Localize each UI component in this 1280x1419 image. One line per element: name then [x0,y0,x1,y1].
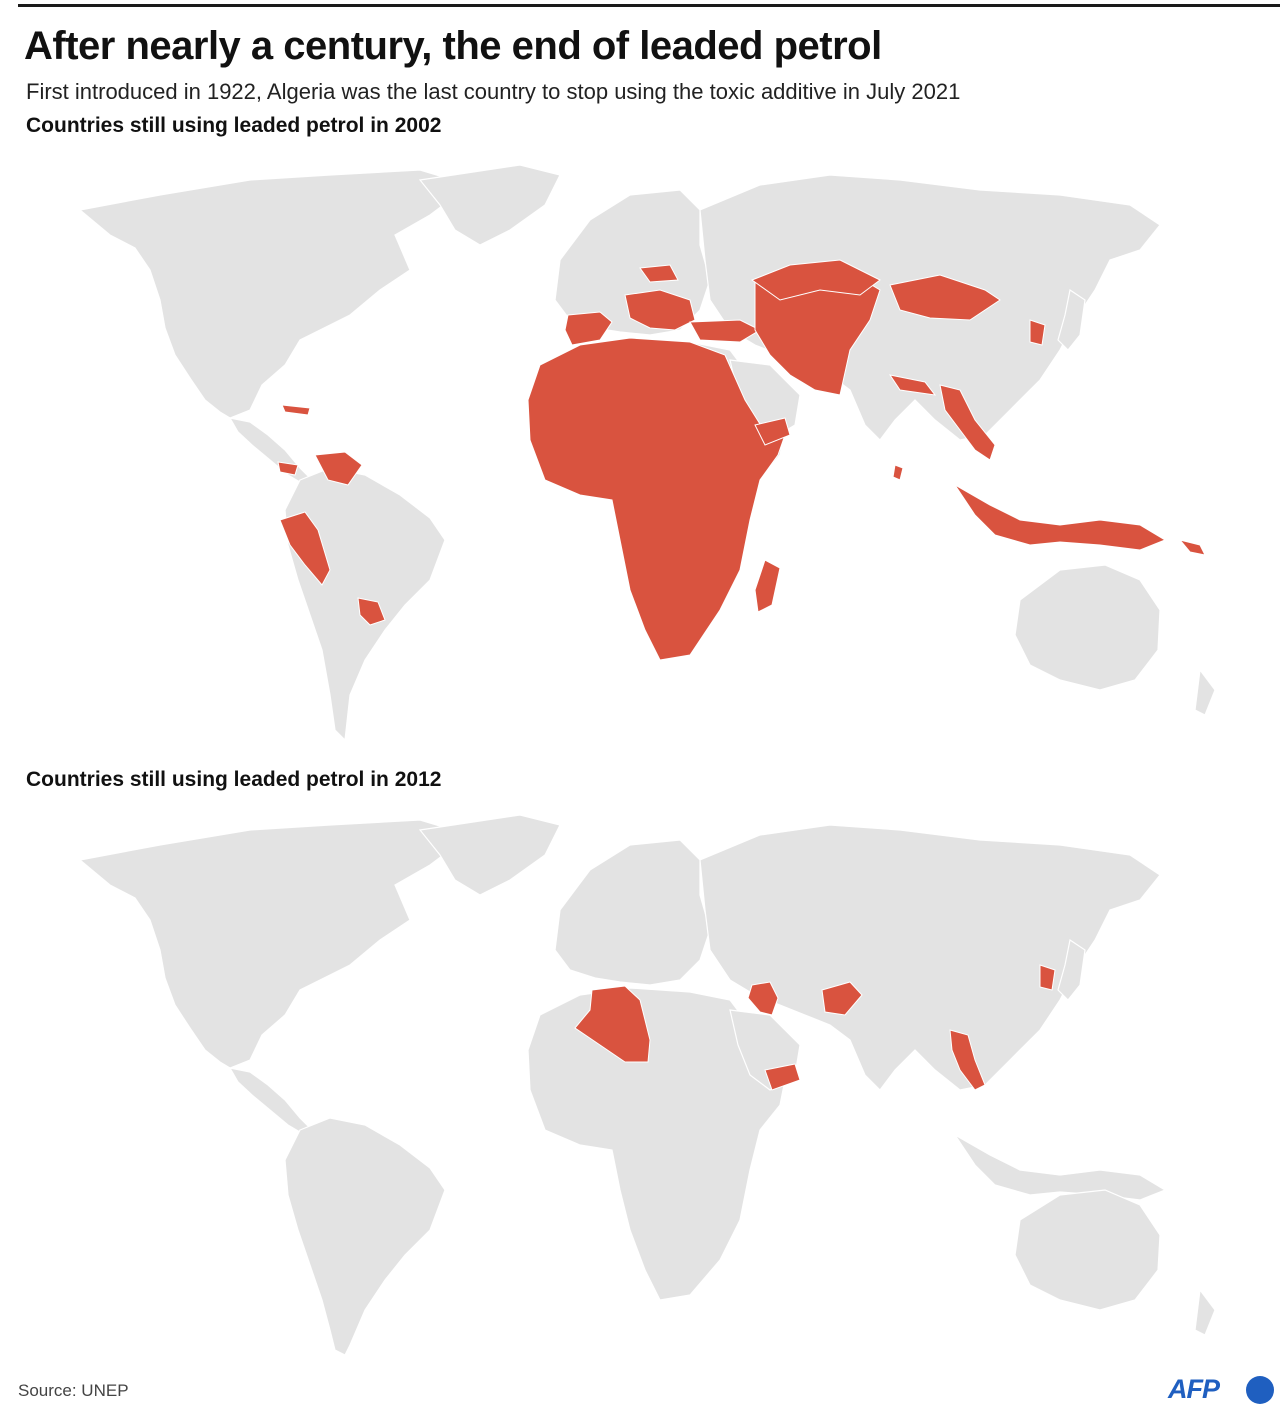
region-myanmar-indochina [939,384,996,461]
region-myanmar [949,1029,986,1091]
world-map-2002 [78,164,1216,742]
page-subtitle: First introduced in 1922, Algeria was th… [26,79,961,104]
region-madagascar [754,559,781,613]
leaded-countries-2012 [574,964,1056,1091]
region-north-korea [1039,964,1056,991]
map-2002-title: Countries still using leaded petrol in 2… [26,114,442,137]
africa [527,987,786,1301]
region-turkey-caucasus [689,319,762,343]
australia [1014,564,1161,691]
region-nepal-bangladesh [888,374,937,396]
region-spain-portugal [564,311,613,346]
greenland [418,164,561,246]
map-2012-title: Countries still using leaded petrol in 2… [26,768,442,791]
page-title: After nearly a century, the end of leade… [24,24,882,68]
region-belarus [639,264,679,283]
new-zealand [1194,668,1216,716]
region-iraq [747,981,779,1016]
region-pacific-islands [1178,539,1206,556]
region-yemen [764,1063,801,1091]
base-land [78,814,1216,1356]
south-america [284,1117,446,1356]
central-america [228,417,313,486]
region-indonesia [954,484,1167,551]
region-kazakhstan [750,259,881,301]
europe [554,839,711,986]
new-zealand [1194,1288,1216,1336]
japan [1057,939,1086,1001]
region-central-america [277,461,299,476]
greenland [418,814,561,896]
region-africa [527,337,786,661]
region-paraguay [357,597,386,626]
afp-logo-text: AFP [1168,1374,1220,1404]
region-sri-lanka [892,464,904,481]
north-america [78,169,472,419]
leaded-countries-2002 [277,259,1206,661]
top-rule [18,4,1280,7]
australia [1014,1189,1161,1311]
central-america [228,1067,313,1136]
indonesia [954,1134,1167,1201]
region-afghanistan [821,981,863,1016]
region-mongolia [889,274,1001,321]
region-peru [279,511,331,586]
region-venezuela [314,451,363,486]
afp-logo: AFP [1168,1372,1274,1408]
source-note: Source: UNEP [18,1381,129,1400]
region-north-korea [1029,319,1046,346]
afp-logo-dot-icon [1246,1376,1274,1404]
world-map-2012 [78,814,1216,1356]
region-southeast-europe [624,289,696,331]
north-america [78,819,472,1069]
region-yemen [754,417,791,446]
japan [1057,289,1086,351]
region-algeria [574,985,651,1063]
region-cuba [281,404,311,416]
